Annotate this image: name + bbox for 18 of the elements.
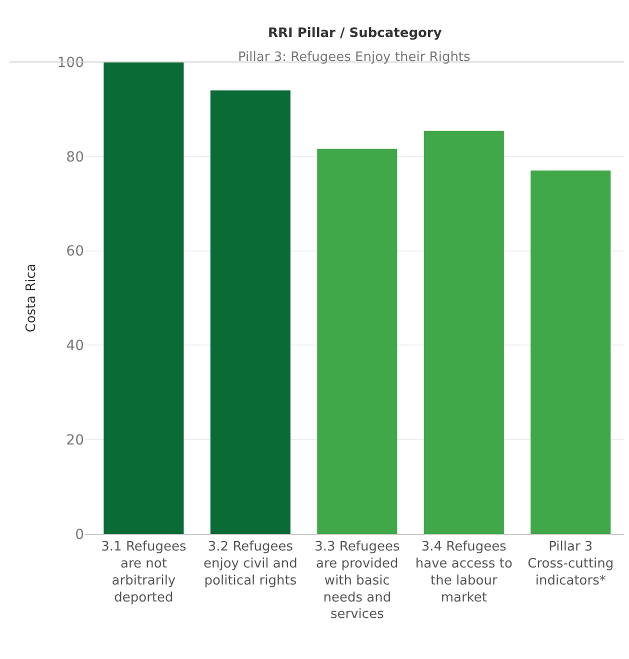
chart-title: RRI Pillar / Subcategory [268,26,442,41]
bar [424,130,504,534]
x-tick-label: 3.1 Refugees are not arbitrarily deported [101,540,186,606]
y-tick-label: 80 [66,149,84,166]
y-tick-label: 40 [66,338,84,354]
bar [210,90,290,534]
x-tick-label: Pillar 3 Cross-cutting indicators* [528,540,614,588]
x-tick-label: 3.4 Refugees have access to the labour market [415,540,512,606]
x-tick-label: 3.2 Refugees enjoy civil and political rights [203,540,298,588]
y-tick-label: 60 [66,244,84,260]
chart-subtitle: Pillar 3: Refugees Enjoy their Rights [238,50,471,65]
y-tick-label: 20 [66,432,84,448]
bar [104,62,184,534]
bar [530,170,611,534]
bar [317,148,398,534]
x-tick-label: 3.3 Refugees are provided with basic needs and services [314,540,400,622]
y-axis-title: Costa Rica [24,264,40,332]
y-tick-label: 0 [75,526,84,543]
